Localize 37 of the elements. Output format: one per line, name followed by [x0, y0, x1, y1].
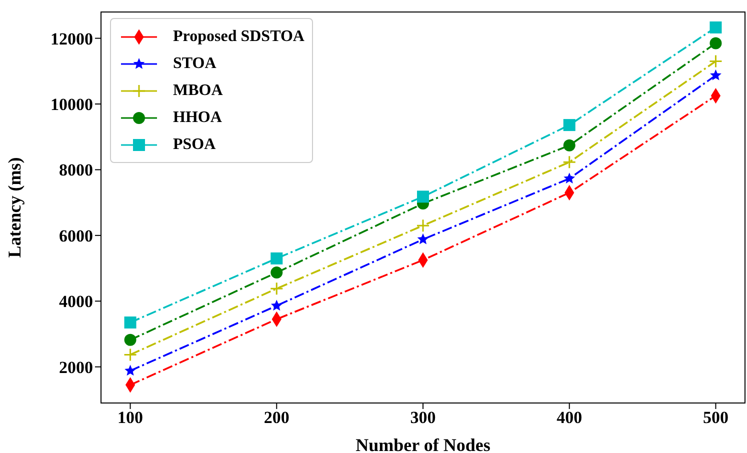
y-tick-label: 6000 — [59, 226, 93, 246]
point — [270, 300, 282, 311]
point — [417, 233, 429, 244]
y-tick-label: 10000 — [50, 95, 93, 114]
y-tick-label: 12000 — [50, 29, 93, 48]
x-tick-label: 500 — [702, 408, 728, 428]
x-tick-label: 400 — [556, 408, 582, 428]
point — [710, 69, 722, 80]
point — [708, 54, 722, 68]
y-tick-label: 4000 — [59, 292, 93, 312]
point — [270, 252, 283, 264]
x-axis-title: Number of Nodes — [356, 435, 490, 453]
x-tick-label: 300 — [410, 408, 436, 428]
x-tick-label: 100 — [118, 408, 144, 428]
point — [124, 348, 138, 362]
point — [270, 266, 283, 279]
y-tick-label: 2000 — [59, 358, 93, 377]
point — [563, 139, 576, 152]
legend-label: MBOA — [173, 82, 223, 100]
point — [124, 316, 136, 328]
point — [416, 218, 430, 232]
y-axis-title: Latency (ms) — [4, 157, 24, 258]
point — [562, 155, 576, 169]
point — [417, 190, 429, 203]
point — [710, 21, 722, 34]
point — [124, 364, 136, 376]
y-tick-label: 8000 — [59, 160, 93, 180]
legend-label: HHOA — [173, 108, 222, 126]
point — [563, 119, 576, 132]
legend-label: STOA — [173, 54, 216, 72]
x-tick-label: 200 — [264, 408, 290, 428]
legend-label: PSOA — [173, 136, 216, 154]
point — [564, 172, 576, 184]
point — [124, 334, 136, 346]
legend-label: Proposed SDSTOA — [173, 28, 304, 46]
point — [710, 37, 722, 50]
point — [270, 282, 284, 296]
